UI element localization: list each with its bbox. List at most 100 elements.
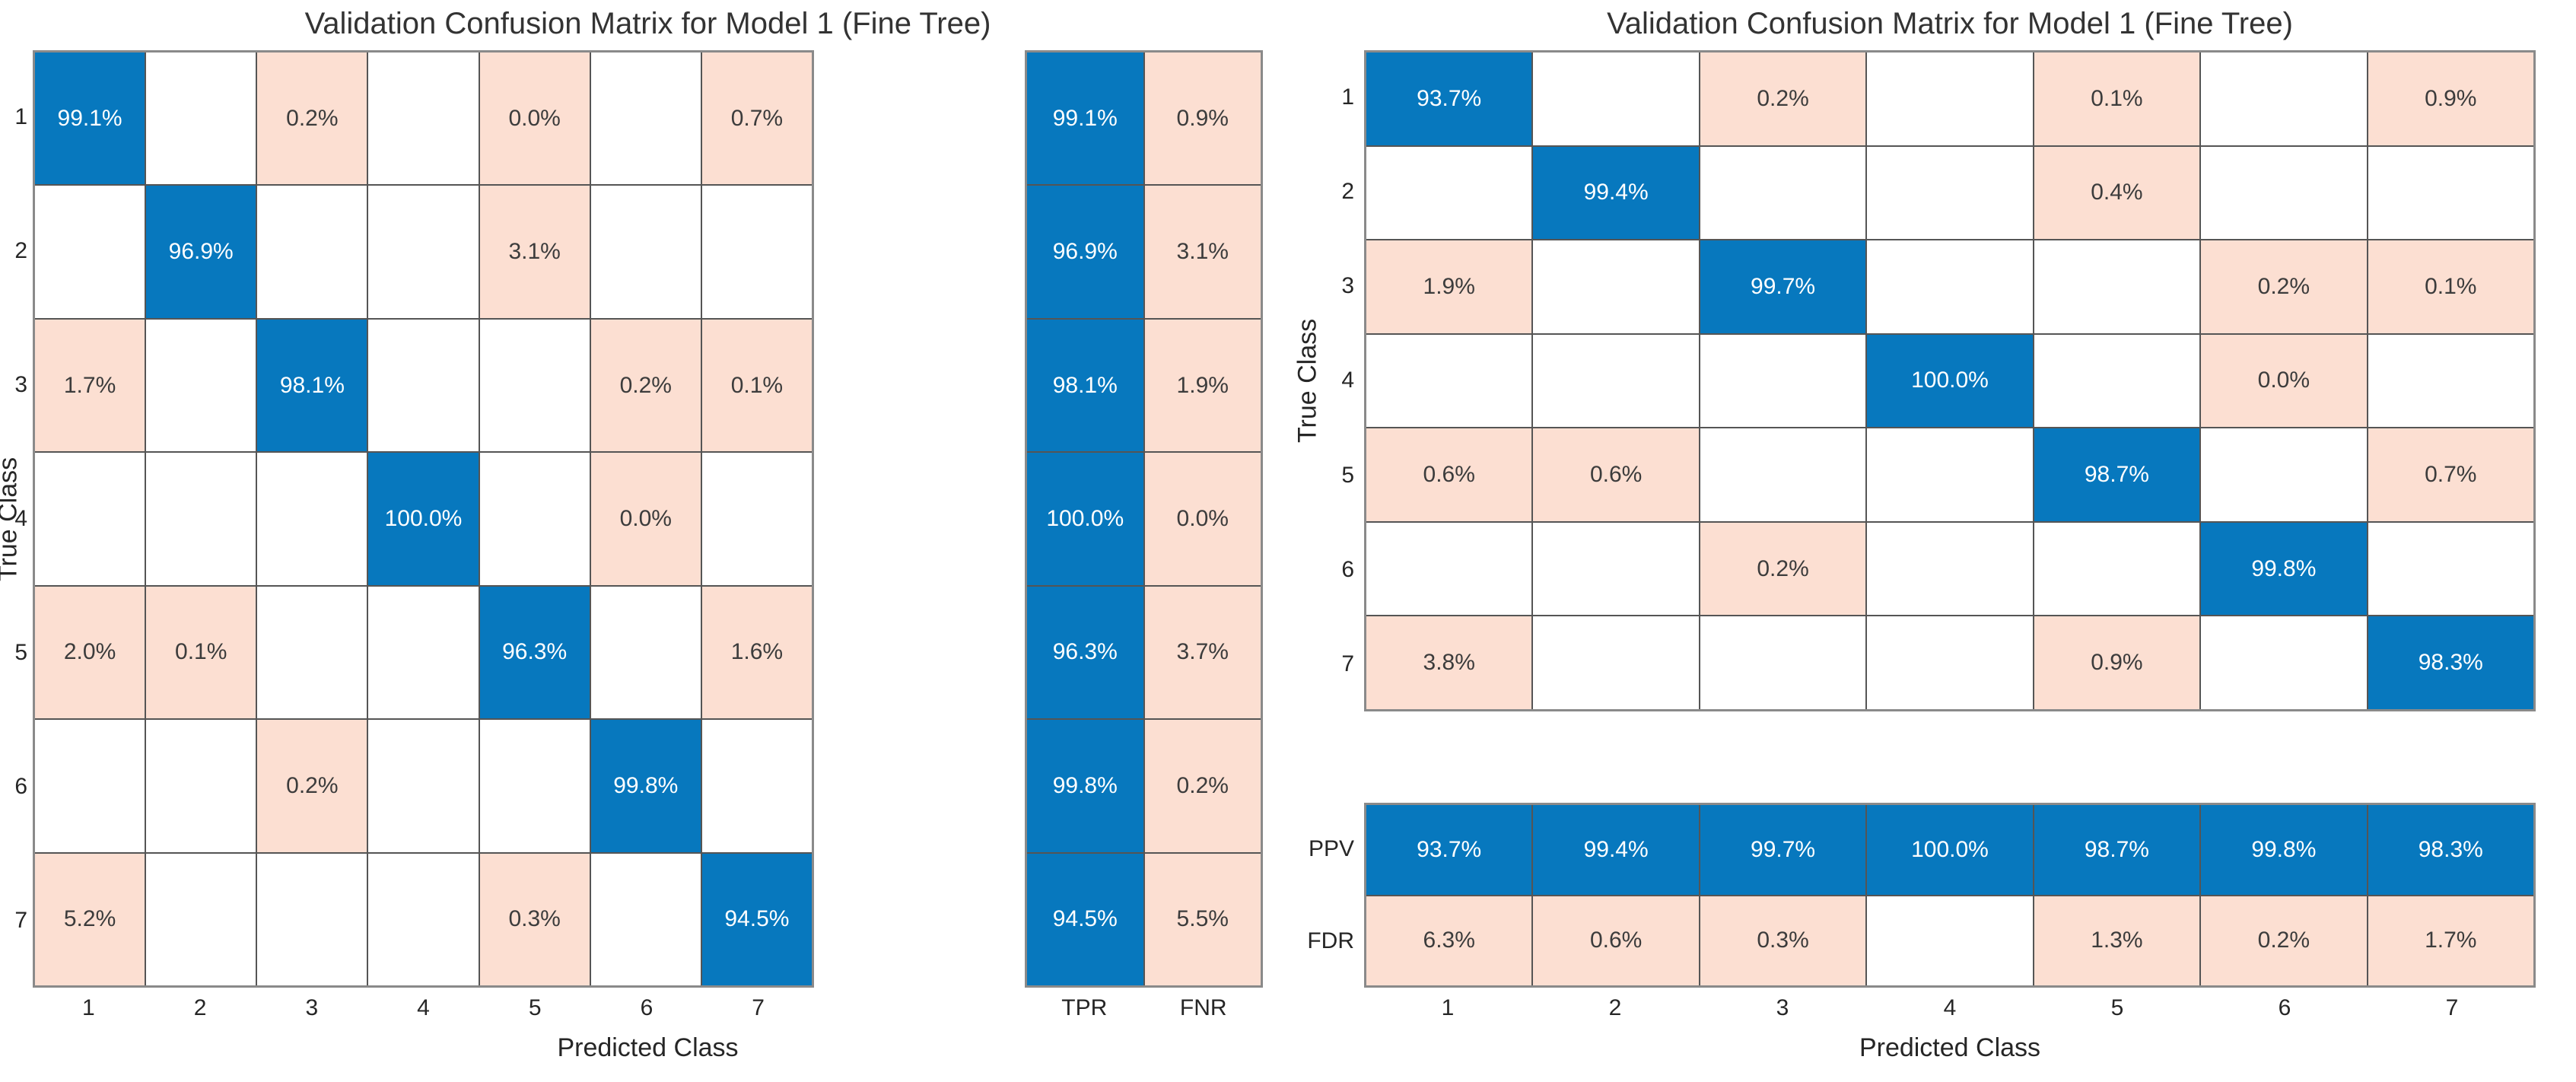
matrix-cell: 0.6%: [1366, 428, 1532, 521]
matrix-cell: [146, 453, 256, 585]
matrix-cell: 0.7%: [701, 53, 812, 185]
matrix-cell: 100.0%: [1867, 334, 2033, 428]
tick-label: 7: [1341, 651, 1354, 676]
left-x-axis-label: Predicted Class: [557, 1033, 739, 1062]
matrix-cell: 94.5%: [701, 853, 812, 985]
matrix-cell: [368, 319, 479, 452]
matrix-cell: 0.2%: [2201, 896, 2367, 985]
matrix-cell: 0.6%: [1533, 896, 1699, 985]
matrix-cell: [1533, 522, 1699, 616]
tick-label: 2: [1608, 995, 1622, 1020]
matrix-cell: 100.0%: [1027, 453, 1143, 585]
matrix-cell: 99.8%: [1027, 720, 1143, 852]
matrix-cell: 1.7%: [35, 319, 145, 452]
matrix-cell: [2034, 240, 2200, 333]
matrix-cell: [1867, 616, 2033, 709]
right-y-axis-label: True Class: [1293, 318, 1322, 444]
matrix-cell: [1366, 146, 1532, 240]
matrix-cell: [2368, 334, 2533, 428]
matrix-cell: 3.1%: [1144, 186, 1261, 318]
tick-label: FDR: [1307, 928, 1354, 954]
matrix-cell: 0.1%: [146, 586, 256, 719]
matrix-cell: 0.4%: [2034, 146, 2200, 240]
matrix-cell: 98.7%: [2034, 805, 2200, 895]
matrix-cell: 98.3%: [2368, 805, 2533, 895]
matrix-cell: [1533, 334, 1699, 428]
matrix-cell: 96.9%: [1027, 186, 1143, 318]
matrix-cell: 99.8%: [2201, 805, 2367, 895]
matrix-cell: 99.7%: [1700, 240, 1866, 333]
tick-label: 1: [82, 995, 95, 1020]
matrix-cell: 3.1%: [479, 186, 590, 318]
matrix-cell: 0.2%: [1700, 522, 1866, 616]
tick-label: 7: [2445, 995, 2459, 1020]
matrix-cell: 93.7%: [1366, 53, 1532, 145]
left-confusion-matrix: 99.1% 0.2% 0.0% 0.7% 96.9% 3.1% 1.7% 98.1% 0.2% 0…: [33, 50, 814, 988]
matrix-cell: 1.6%: [701, 586, 812, 719]
matrix-cell: [1533, 616, 1699, 709]
matrix-cell: [2201, 616, 2367, 709]
tick-label: 1: [1441, 995, 1455, 1020]
tick-label: 2: [193, 995, 207, 1020]
matrix-cell: [1867, 522, 2033, 616]
matrix-cell: 0.6%: [1533, 428, 1699, 521]
tick-label: 5: [14, 640, 27, 665]
left-y-axis-label: True Class: [0, 457, 23, 581]
matrix-cell: [1366, 522, 1532, 616]
matrix-cell: 0.2%: [1700, 53, 1866, 145]
matrix-cell: [1867, 428, 2033, 521]
matrix-cell: 0.1%: [2368, 240, 2533, 333]
matrix-cell: 1.9%: [1144, 319, 1261, 452]
tick-label: 2: [1341, 179, 1354, 205]
matrix-cell: [1700, 428, 1866, 521]
matrix-cell: 0.2%: [1144, 720, 1261, 852]
matrix-cell: [701, 186, 812, 318]
matrix-cell: 99.1%: [1027, 53, 1143, 185]
matrix-cell: [590, 186, 701, 318]
tick-label: 3: [305, 995, 319, 1020]
matrix-cell: 96.9%: [146, 186, 256, 318]
matrix-cell: 2.0%: [35, 586, 145, 719]
matrix-cell: [701, 453, 812, 585]
matrix-cell: 5.5%: [1144, 853, 1261, 985]
matrix-cell: 96.3%: [1027, 586, 1143, 719]
tick-label: 4: [14, 506, 27, 531]
tick-label: FNR: [1179, 995, 1227, 1020]
matrix-cell: [2034, 522, 2200, 616]
left-y-tick-labels: 1 2 3 4 5 6 7: [0, 50, 27, 988]
matrix-cell: [146, 53, 256, 185]
matrix-cell: 100.0%: [368, 453, 479, 585]
matrix-cell: [146, 853, 256, 985]
matrix-cell: 0.9%: [2368, 53, 2533, 145]
matrix-cell: 0.7%: [2368, 428, 2533, 521]
column-summary-ppv-fdr-grid: 93.7% 99.4% 99.7% 100.0% 98.7% 99.8% 98.3% 6.3%…: [1364, 803, 2536, 988]
matrix-cell: [1533, 240, 1699, 333]
row-summary-tpr-fnr-grid: 99.1% 0.9% 96.9% 3.1% 98.1% 1.9% 100.0% 0.0% 96.…: [1025, 50, 1263, 988]
matrix-cell: [2201, 146, 2367, 240]
right-y-tick-labels: 1 2 3 4 5 6 7: [1322, 50, 1354, 711]
matrix-cell: 0.1%: [701, 319, 812, 452]
matrix-cell: 0.2%: [2201, 240, 2367, 333]
matrix-cell: 3.7%: [1144, 586, 1261, 719]
tick-label: 5: [528, 995, 542, 1020]
matrix-cell: [257, 186, 367, 318]
tick-label: 1: [14, 104, 27, 129]
matrix-cell: 98.1%: [257, 319, 367, 452]
matrix-cell: [1867, 146, 2033, 240]
matrix-cell: 5.2%: [35, 853, 145, 985]
tick-label: 6: [14, 774, 27, 799]
tick-label: 6: [2278, 995, 2291, 1020]
matrix-cell: 99.4%: [1533, 146, 1699, 240]
tick-label: 5: [2110, 995, 2124, 1020]
tick-label: 7: [14, 908, 27, 933]
matrix-cell: [368, 853, 479, 985]
tick-label: 4: [417, 995, 430, 1020]
tick-label: PPV: [1308, 835, 1354, 861]
matrix-cell: [479, 319, 590, 452]
matrix-cell: [35, 186, 145, 318]
matrix-cell: 0.2%: [257, 720, 367, 852]
matrix-cell: 94.5%: [1027, 853, 1143, 985]
matrix-cell: 99.1%: [35, 53, 145, 185]
matrix-cell: 98.7%: [2034, 428, 2200, 521]
